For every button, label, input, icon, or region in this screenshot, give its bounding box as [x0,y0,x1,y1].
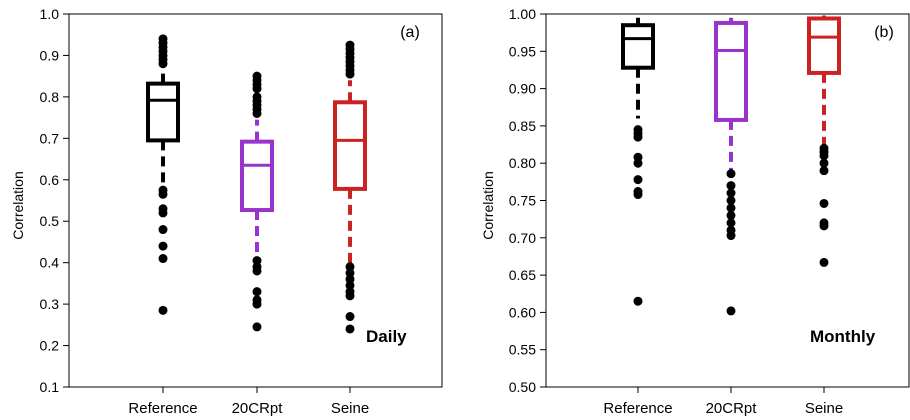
box-20crpt [240,71,274,332]
chart-panel-2: 0.50 0.55 0.60 0.65 0.70 0.75 0.80 0.85 0.90 0.95… [480,6,910,417]
y-tick-label: 0.3 [40,296,60,312]
outlier-point [819,257,829,267]
outlier-point [158,189,168,199]
outlier-point [345,268,355,278]
box-reference [146,34,180,315]
box-seine [807,15,841,267]
x-tick-label-20crpt: 20CRpt [706,400,758,417]
outlier-point [819,166,829,176]
outlier-point [345,312,355,322]
outlier-point [252,322,262,332]
outlier-point [726,306,736,316]
outlier-point [252,299,262,309]
y-tick-label: 0.70 [509,230,536,246]
outlier-point [252,287,262,297]
box-seine [333,40,367,334]
outlier-point [345,324,355,334]
outlier-point [633,132,643,142]
y-tick-label: 0.65 [509,267,536,283]
x-tick-label-reference: Reference [603,400,672,417]
y-tick-label: 0.75 [509,193,536,209]
outlier-point [819,221,829,231]
y-tick-label: 1.00 [509,6,536,22]
x-tick-label-reference: Reference [128,400,197,417]
iqr-box [714,20,748,122]
box-20crpt [714,17,748,316]
chart-panel-1: 0.1 0.2 0.3 0.4 0.5 0.6 0.7 0.8 0.9 1.0 Correlatio… [10,6,443,417]
outlier-point [252,266,262,276]
y-tick-label: 0.1 [40,379,60,395]
outlier-point [726,218,736,228]
outlier-point [158,208,168,218]
y-axis-title: Correlation [480,171,496,239]
x-tick-label-20crpt: 20CRpt [232,400,284,417]
y-tick-label: 0.60 [509,304,536,320]
outlier-point [158,225,168,235]
y-tick-label: 0.6 [40,172,60,188]
y-tick-label: 0.2 [40,338,60,354]
y-tick-label: 0.4 [40,255,60,271]
plot-frame [68,13,443,388]
outlier-point [633,158,643,168]
box-reference [621,17,655,306]
y-tick-label: 0.5 [40,213,60,229]
y-tick-label: 0.80 [509,155,536,171]
outlier-point [633,190,643,200]
outlier-point [633,296,643,306]
y-tick-label: 0.55 [509,342,536,358]
iqr-box [240,139,274,213]
outlier-point [819,158,829,168]
y-tick-label: 0.50 [509,379,536,395]
outlier-point [726,203,736,213]
iqr-box [146,81,180,143]
outlier-point [252,84,262,94]
outlier-point [345,274,355,284]
y-tick-label: 0.95 [509,43,536,59]
outlier-point [158,305,168,315]
y-tick-label: 0.9 [40,47,60,63]
y-tick-label: 1.0 [40,6,60,22]
panel-tag: (a) [400,24,420,41]
outlier-point [819,151,829,161]
outlier-point [252,108,262,118]
outlier-point [345,291,355,301]
iqr-box [621,23,655,70]
x-tick-label-seine: Seine [805,400,843,417]
outlier-point [252,256,262,266]
outlier-point [345,280,355,290]
y-tick-label: 0.90 [509,81,536,97]
x-tick-label-seine: Seine [331,400,369,417]
outlier-point [345,69,355,79]
panel-annotation: Monthly [810,327,876,346]
y-tick-label: 0.7 [40,130,60,146]
outlier-point [726,196,736,205]
outlier-point [345,262,355,272]
outlier-point [819,198,829,208]
y-tick-label: 0.8 [40,89,60,105]
outlier-point [158,241,168,251]
panel-annotation: Daily [366,327,407,346]
outlier-point [726,231,736,241]
y-tick-label: 0.85 [509,118,536,134]
outlier-point [158,59,168,69]
outlier-point [158,254,168,264]
y-axis-title: Correlation [10,171,26,239]
outlier-point [726,188,736,198]
outlier-point [726,181,736,191]
iqr-box [333,100,367,191]
iqr-box [807,16,841,75]
outlier-point [726,210,736,220]
outlier-point [726,169,736,179]
outlier-point [633,175,643,185]
panel-tag: (b) [874,24,894,41]
